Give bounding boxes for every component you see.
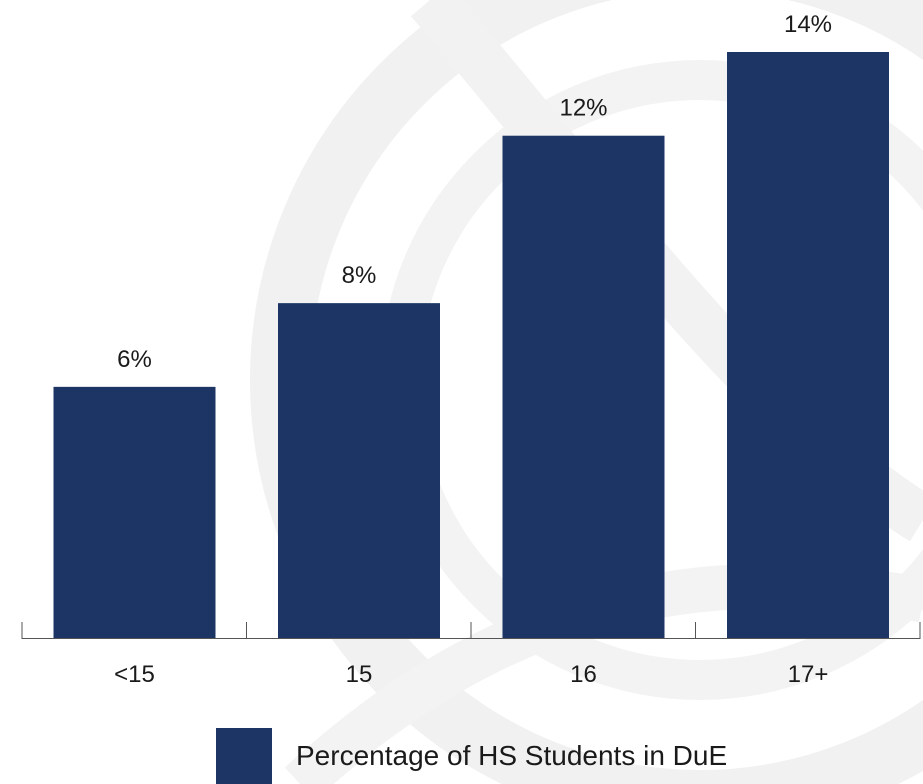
x-tick-label-1: <15 (114, 661, 155, 688)
bar-1 (53, 386, 216, 638)
x-axis (21, 622, 921, 639)
value-label-4: 14% (784, 11, 832, 38)
x-tick-labels-group: <15 15 16 17+ (114, 661, 828, 688)
value-labels-group: 6% 8% 12% 14% (117, 11, 832, 373)
legend-swatch (216, 728, 272, 784)
value-label-2: 8% (342, 262, 377, 289)
value-label-1: 6% (117, 346, 152, 373)
x-tick-label-3: 16 (570, 661, 597, 688)
value-label-3: 12% (559, 95, 607, 122)
x-tick-label-4: 17+ (788, 661, 829, 688)
x-tick-label-2: 15 (346, 661, 373, 688)
bar-2 (278, 303, 440, 638)
legend: Percentage of HS Students in DuE (216, 728, 727, 784)
bar-3 (502, 135, 665, 638)
bar-4 (727, 52, 889, 638)
bars-group (53, 52, 889, 638)
legend-label: Percentage of HS Students in DuE (296, 740, 728, 771)
